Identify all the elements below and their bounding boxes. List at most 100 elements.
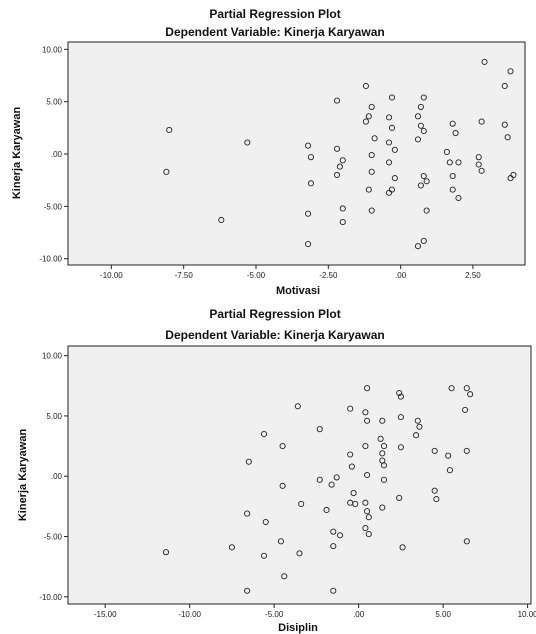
x-tick-label: 10.00 (518, 610, 536, 619)
scatter-point (388, 94, 395, 101)
scatter-point (386, 139, 393, 146)
scatter-point (330, 587, 337, 594)
scatter-point (347, 451, 354, 458)
scatter-point (475, 154, 482, 161)
scatter-point (455, 159, 462, 166)
scatter-point (333, 474, 340, 481)
scatter-point (260, 552, 268, 559)
scatter-point (449, 120, 456, 127)
scatter-point (296, 550, 303, 557)
chart-title: Partial Regression Plot (209, 7, 340, 21)
scatter-point (362, 82, 369, 90)
x-tick-label: -2.50 (319, 271, 338, 280)
x-ticks: -15.00 -10.00 -5.00 .00 5.00 10.00 (94, 604, 536, 619)
scatter-point (420, 172, 427, 180)
scatter-point (298, 500, 305, 507)
scatter-point (433, 496, 440, 503)
scatter-point (337, 532, 344, 539)
scatter-point (339, 219, 346, 226)
scatter-point (463, 447, 470, 454)
x-ticks: -10.00 -7.50 -5.00 -2.50 .00 2.50 (100, 265, 481, 280)
scatter-point (228, 544, 235, 551)
scatter-point (333, 171, 341, 179)
scatter-point (423, 178, 430, 185)
chart-subtitle: Dependent Variable: Kinerja Karyawan (165, 328, 384, 342)
y-tick-label: -10.00 (39, 593, 62, 602)
scatter-point (445, 452, 452, 459)
scatter-point (294, 403, 301, 410)
scatter-point (501, 82, 508, 90)
scatter-point (244, 587, 251, 594)
scatter-point (365, 531, 372, 538)
scatter-point (339, 157, 346, 164)
scatter-point (305, 241, 312, 248)
scatter-point (162, 549, 170, 556)
scatter-point (281, 573, 288, 580)
scatter-point (380, 462, 388, 469)
scatter-point (397, 393, 404, 400)
scatter-point (364, 471, 371, 479)
scatter-point (279, 482, 286, 489)
scatter-point (307, 154, 315, 161)
scatter-point (245, 458, 252, 465)
scatter-point (277, 538, 284, 545)
y-tick-label: -5.00 (44, 532, 63, 541)
y-tick-label: .00 (51, 472, 63, 481)
scatter-point (305, 142, 312, 149)
scatter-point (386, 114, 393, 121)
y-tick-label: .00 (51, 150, 63, 159)
scatter-point (380, 443, 388, 450)
scatter-point (443, 148, 450, 155)
scatter-point (364, 385, 371, 392)
scatter-point (417, 103, 424, 110)
scatter-point (364, 508, 371, 515)
scatter-point (416, 423, 423, 430)
scatter-point (330, 543, 337, 550)
scatter-point (348, 463, 355, 470)
plot-area (67, 41, 526, 266)
chart-title: Partial Regression Plot (209, 307, 340, 321)
scatter-point (333, 145, 341, 152)
scatter-point (417, 182, 424, 189)
scatter-point (368, 168, 375, 175)
scatter-point (166, 126, 173, 133)
x-tick-label: -5.00 (247, 271, 266, 280)
y-tick-label: 10.00 (42, 352, 63, 361)
scatter-points (163, 58, 517, 250)
x-tick-label: .00 (395, 271, 407, 280)
scatter-point (365, 186, 372, 193)
y-tick-label: 5.00 (46, 412, 62, 421)
scatter-point (423, 207, 430, 214)
scatter-point (163, 168, 170, 175)
scatter-point (391, 146, 398, 153)
scatter-point (417, 122, 424, 129)
scatter-point (336, 163, 343, 170)
plot-area (67, 345, 532, 605)
scatter-point (323, 506, 330, 514)
y-tick-label: 10.00 (42, 45, 63, 54)
x-tick-label: -10.00 (178, 610, 201, 619)
scatter-point (379, 504, 386, 511)
scatter-point (371, 135, 378, 142)
y-tick-label: -5.00 (44, 202, 63, 211)
scatter-point (448, 385, 455, 392)
scatter-point (501, 121, 508, 128)
scatter-point (431, 447, 438, 454)
scatter-point (420, 237, 427, 244)
scatter-point (455, 194, 462, 202)
scatter-point (339, 205, 346, 212)
scatter-point (510, 171, 517, 179)
scatter-point (364, 417, 371, 424)
scatter-point (365, 113, 372, 120)
scatter-point (507, 68, 514, 75)
x-tick-label: -5.00 (265, 610, 284, 619)
scatter-point (446, 467, 453, 474)
scatter-point (467, 391, 474, 398)
scatter-point (333, 97, 341, 104)
scatter-point (478, 167, 485, 174)
scatter-point (386, 159, 393, 166)
scatter-point (463, 385, 470, 392)
y-axis-label: Kinerja Karyawan (11, 107, 23, 200)
scatter-point (262, 518, 269, 526)
x-tick-label: -7.50 (175, 271, 194, 280)
